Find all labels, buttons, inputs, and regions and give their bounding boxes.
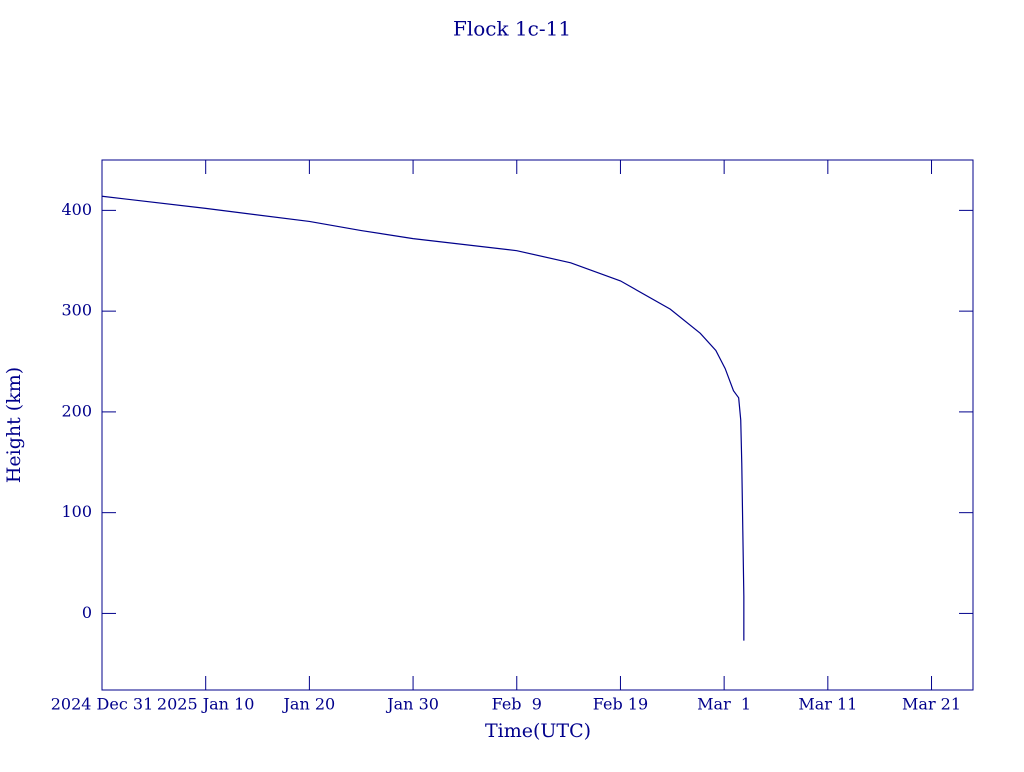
data-line <box>101 195 745 641</box>
y-tick-label: 400 <box>61 200 92 219</box>
x-axis-label: Time(UTC) <box>485 720 591 742</box>
x-tick-label: 2025 Jan 10 <box>157 695 255 714</box>
x-tick-label: Feb 19 <box>593 695 648 714</box>
x-tick-label: Mar 11 <box>798 695 857 714</box>
chart-title: Flock 1c-11 <box>453 17 571 41</box>
x-tick-label: Mar 1 <box>697 695 751 714</box>
y-tick-label: 200 <box>61 401 92 420</box>
x-tick-label: Mar 21 <box>902 695 961 714</box>
x-tick-label: Jan 30 <box>385 695 439 714</box>
y-tick-label: 100 <box>61 502 92 521</box>
x-tick-label: 2024 Dec 31 <box>51 695 154 714</box>
y-tick-label: 0 <box>82 603 92 622</box>
y-tick-label: 300 <box>61 301 92 320</box>
plot-frame <box>101 159 974 691</box>
y-axis-label: Height (km) <box>3 367 25 483</box>
x-tick-label: Feb 9 <box>492 695 542 714</box>
x-tick-label: Jan 20 <box>282 695 336 714</box>
